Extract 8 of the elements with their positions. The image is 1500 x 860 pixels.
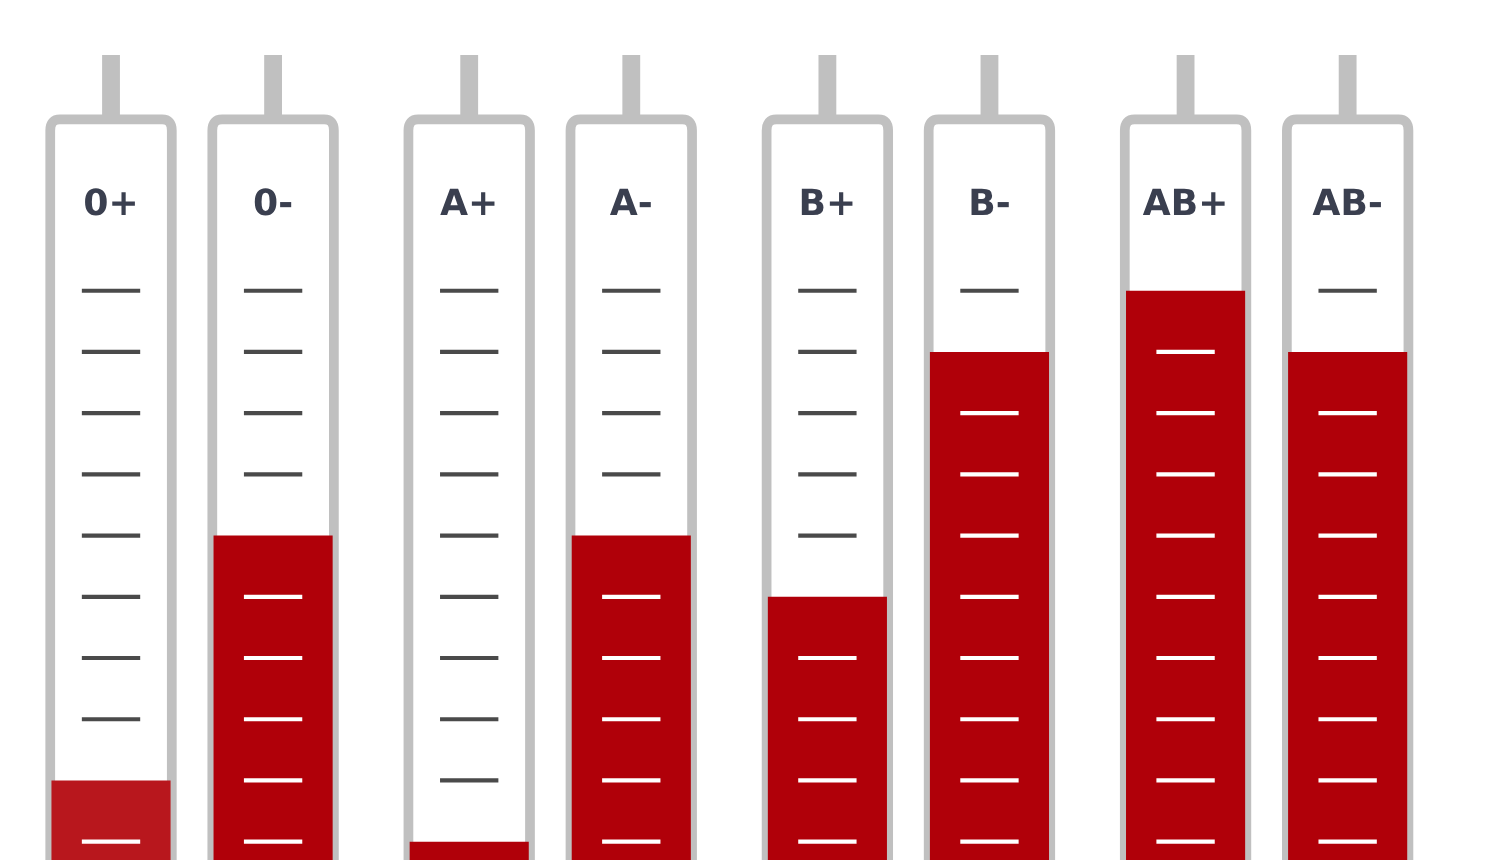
x-tick-label: B+: [801, 188, 853, 216]
x-tick-label: 0-: [254, 188, 292, 216]
x-tick-label: AB-: [1312, 188, 1381, 216]
x-tick-label: 0+: [85, 188, 135, 216]
x-tick-label: AB+: [1142, 188, 1225, 216]
x-tick-label: A+: [440, 188, 495, 216]
x-tick-label: B-: [971, 188, 1009, 216]
x-tick-label: A-: [609, 188, 651, 216]
